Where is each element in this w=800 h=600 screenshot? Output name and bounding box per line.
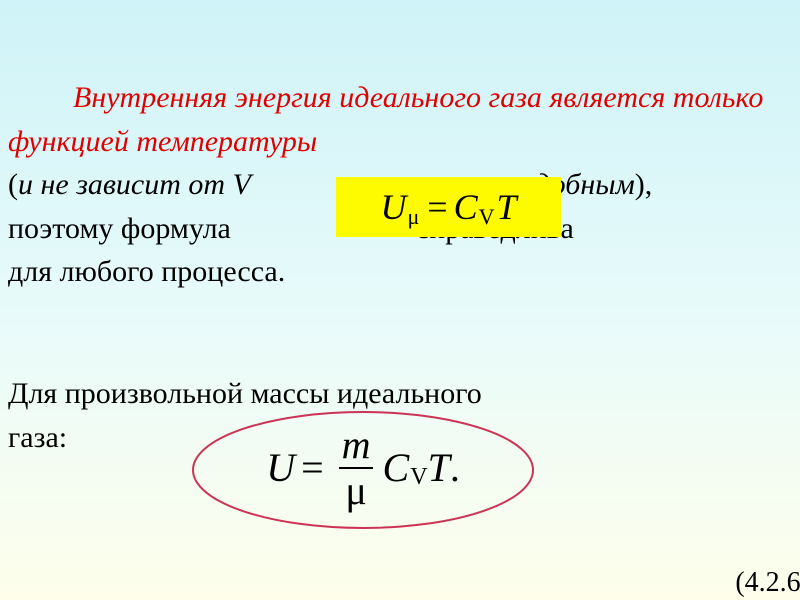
slide: Внутренняя энергия идеального газа являе… bbox=[0, 0, 800, 600]
f2-T: T bbox=[428, 439, 450, 497]
f1-eq: = bbox=[427, 181, 447, 233]
text-italic-1: и не зависит от V bbox=[18, 168, 251, 201]
f2-fraction: m μ bbox=[336, 425, 377, 511]
paren-close: ), bbox=[635, 168, 653, 201]
f1-T: T bbox=[496, 181, 516, 233]
f1-Vsub: V bbox=[479, 201, 495, 233]
f2-Vsub: V bbox=[410, 460, 427, 495]
f2-U: U bbox=[266, 439, 295, 497]
formula-ellipse-group: U = m μ CVT. bbox=[188, 400, 538, 535]
f2-eq: = bbox=[301, 439, 324, 497]
formula-highlight: Uμ = CVT bbox=[336, 177, 561, 237]
f2-dot: . bbox=[450, 439, 460, 497]
f1-U: U bbox=[380, 181, 406, 233]
text-para2b: газа: bbox=[8, 421, 67, 454]
f1-C: C bbox=[454, 181, 478, 233]
f2-num: m bbox=[336, 425, 377, 467]
text-plain-3: для любого процесса. bbox=[8, 255, 285, 288]
f2-C: C bbox=[383, 439, 410, 497]
f1-mu: μ bbox=[407, 201, 419, 233]
equation-number: (4.2.6) bbox=[735, 563, 800, 600]
text-red-1: Внутренняя энергия идеального газа bbox=[73, 81, 542, 114]
formula-main: U = m μ CVT. bbox=[188, 400, 538, 535]
paren-open: ( bbox=[8, 168, 18, 201]
text-plain-1: поэтому формула bbox=[8, 212, 231, 245]
f2-den: μ bbox=[339, 467, 372, 511]
